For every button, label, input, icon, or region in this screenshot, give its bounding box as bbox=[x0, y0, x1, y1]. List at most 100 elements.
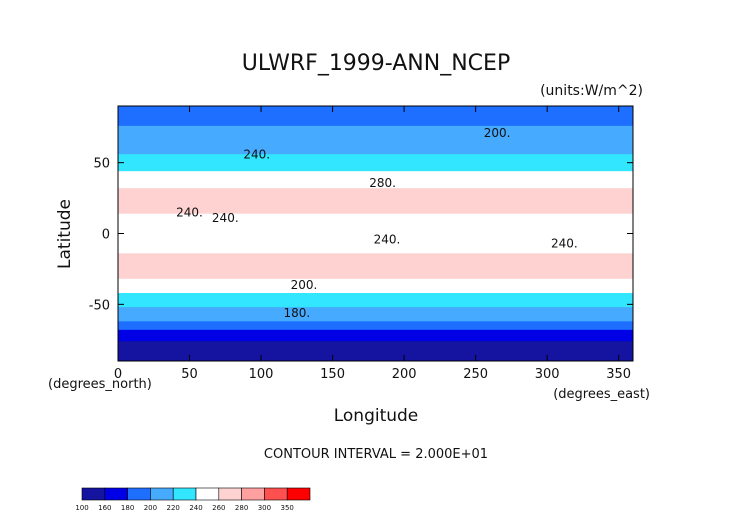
x-tick-label: 200 bbox=[392, 367, 417, 382]
contour-label: 180. bbox=[283, 306, 310, 320]
zonal-band bbox=[118, 253, 633, 257]
colorbar-swatch bbox=[104, 487, 128, 501]
zonal-band bbox=[118, 185, 633, 189]
zonal-band bbox=[118, 346, 633, 351]
y-tick-label: 50 bbox=[93, 157, 110, 172]
zonal-band bbox=[118, 244, 633, 249]
zonal-band bbox=[118, 304, 633, 308]
zonal-band bbox=[118, 131, 633, 135]
y-axis-label: Latitude bbox=[55, 199, 75, 269]
zonal-band bbox=[118, 137, 633, 141]
zonal-band bbox=[118, 242, 633, 246]
x-unit-label: (degrees_east) bbox=[553, 387, 650, 402]
y-unit-label: (degrees_north) bbox=[48, 377, 152, 392]
zonal-band bbox=[118, 222, 633, 226]
zonal-band bbox=[118, 219, 633, 223]
contour-interval-text: CONTOUR INTERVAL = 2.000E+01 bbox=[264, 447, 488, 462]
zonal-band bbox=[118, 165, 633, 169]
zonal-band bbox=[118, 358, 633, 361]
zonal-band bbox=[118, 193, 633, 198]
contour-label: 240. bbox=[243, 147, 270, 161]
zonal-band bbox=[118, 128, 633, 132]
contour-label: 280. bbox=[369, 176, 396, 190]
zonal-band bbox=[118, 344, 633, 348]
zonal-band bbox=[118, 151, 633, 155]
contour-label: 200. bbox=[291, 278, 318, 292]
chart-title: ULWRF_1999-ANN_NCEP bbox=[242, 51, 510, 76]
zonal-band bbox=[118, 239, 633, 243]
zonal-band bbox=[118, 352, 633, 356]
zonal-band bbox=[118, 106, 633, 110]
zonal-band bbox=[118, 230, 633, 234]
zonal-band bbox=[118, 179, 633, 183]
zonal-band bbox=[118, 145, 633, 149]
zonal-band bbox=[118, 318, 633, 322]
x-axis: 0 50 100 150 200 250 300 350 bbox=[114, 106, 631, 382]
zonal-band bbox=[118, 298, 633, 302]
colorbar-swatch bbox=[195, 487, 220, 501]
zonal-band bbox=[118, 114, 633, 118]
zonal-band bbox=[118, 148, 633, 152]
zonal-band bbox=[118, 335, 633, 339]
zonal-band bbox=[118, 125, 633, 130]
zonal-band bbox=[118, 154, 633, 158]
zonal-band bbox=[118, 202, 633, 206]
colorbar-swatch bbox=[172, 487, 197, 501]
zonal-band bbox=[118, 284, 633, 288]
contour-label: 240. bbox=[176, 206, 203, 220]
y-axis: -50 0 50 bbox=[89, 157, 633, 313]
colorbar-tick-label: 100 bbox=[75, 504, 88, 512]
colorbar-tick-label: 200 bbox=[144, 504, 157, 512]
zonal-band bbox=[118, 216, 633, 220]
zonal-band bbox=[118, 338, 633, 342]
zonal-band bbox=[118, 111, 633, 115]
zonal-band bbox=[118, 171, 633, 175]
colorbar-tick-label: 260 bbox=[212, 504, 225, 512]
zonal-band bbox=[118, 349, 633, 353]
zonal-band bbox=[118, 267, 633, 271]
x-tick-label: 300 bbox=[535, 367, 560, 382]
colorbar-tick-label: 180 bbox=[121, 504, 134, 512]
zonal-band bbox=[118, 233, 633, 237]
zonal-band bbox=[118, 310, 633, 314]
zonal-band bbox=[118, 264, 633, 268]
colorbar-tick-label: 350 bbox=[281, 504, 294, 512]
zonal-band bbox=[118, 196, 633, 200]
colorbar-tick-label: 160 bbox=[98, 504, 111, 512]
zonal-band bbox=[118, 123, 633, 127]
x-tick-label: 250 bbox=[463, 367, 488, 382]
zonal-band bbox=[118, 270, 633, 274]
zonal-band bbox=[118, 205, 633, 209]
units-label: (units:W/m^2) bbox=[540, 83, 643, 99]
zonal-band bbox=[118, 273, 633, 277]
colorbar-tick-label: 220 bbox=[167, 504, 180, 512]
zonal-band bbox=[118, 168, 633, 172]
colorbar-tick-label: 300 bbox=[258, 504, 271, 512]
colorbar-swatch bbox=[81, 487, 106, 501]
contour-label: 240. bbox=[374, 232, 401, 246]
colorbar-swatch bbox=[150, 487, 174, 501]
zonal-band bbox=[118, 307, 633, 311]
zonal-band bbox=[118, 182, 633, 186]
y-tick-label: 0 bbox=[102, 228, 110, 243]
zonal-band bbox=[118, 329, 633, 334]
zonal-band bbox=[118, 327, 633, 331]
zonal-band bbox=[118, 295, 633, 300]
zonal-band bbox=[118, 247, 633, 251]
zonal-band bbox=[118, 208, 633, 212]
zonal-band bbox=[118, 140, 633, 144]
zonal-band bbox=[118, 293, 633, 297]
colorbar-swatch bbox=[127, 487, 151, 501]
zonal-band bbox=[118, 259, 633, 263]
zonal-band bbox=[118, 312, 633, 317]
zonal-band bbox=[118, 162, 633, 166]
x-tick-label: 100 bbox=[249, 367, 274, 382]
zonal-band bbox=[118, 188, 633, 192]
zonal-band bbox=[118, 174, 633, 178]
zonal-band bbox=[118, 191, 633, 195]
x-tick-label: 150 bbox=[320, 367, 345, 382]
colorbar-tick-label: 240 bbox=[189, 504, 202, 512]
x-axis-label: Longitude bbox=[334, 406, 419, 426]
zonal-band bbox=[118, 227, 633, 232]
